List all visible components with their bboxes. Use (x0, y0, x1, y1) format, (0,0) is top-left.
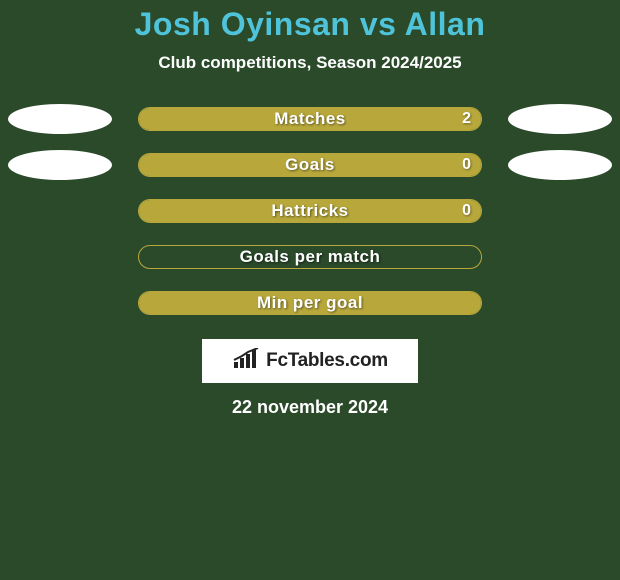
stat-row: Goals per match (0, 239, 620, 275)
stat-rows: Matches2Goals0Hattricks0Goals per matchM… (0, 101, 620, 321)
bar-track: Goals0 (138, 153, 482, 177)
bar-track: Hattricks0 (138, 199, 482, 223)
bar-track: Matches2 (138, 107, 482, 131)
stat-row: Goals0 (0, 147, 620, 183)
left-ellipse (8, 150, 112, 180)
brand-text: FcTables.com (266, 350, 388, 372)
stat-row: Matches2 (0, 101, 620, 137)
left-ellipse (8, 104, 112, 134)
comparison-widget: Josh Oyinsan vs Allan Club competitions,… (0, 0, 620, 418)
right-ellipse (508, 150, 612, 180)
stat-value: 2 (462, 108, 471, 130)
stat-label: Hattricks (139, 200, 481, 222)
right-ellipse (508, 104, 612, 134)
bar-track: Min per goal (138, 291, 482, 315)
brand-box: FcTables.com (202, 339, 418, 383)
page-title: Josh Oyinsan vs Allan (0, 6, 620, 43)
stat-label: Matches (139, 108, 481, 130)
stat-value: 0 (462, 154, 471, 176)
stat-row: Min per goal (0, 285, 620, 321)
bar-track: Goals per match (138, 245, 482, 269)
subtitle: Club competitions, Season 2024/2025 (0, 53, 620, 73)
date-label: 22 november 2024 (0, 397, 620, 418)
stat-row: Hattricks0 (0, 193, 620, 229)
brand-inner: FcTables.com (232, 348, 388, 375)
stat-label: Min per goal (139, 292, 481, 314)
brand-icon (232, 348, 260, 375)
stat-label: Goals (139, 154, 481, 176)
stat-value: 0 (462, 200, 471, 222)
stat-label: Goals per match (139, 246, 481, 268)
